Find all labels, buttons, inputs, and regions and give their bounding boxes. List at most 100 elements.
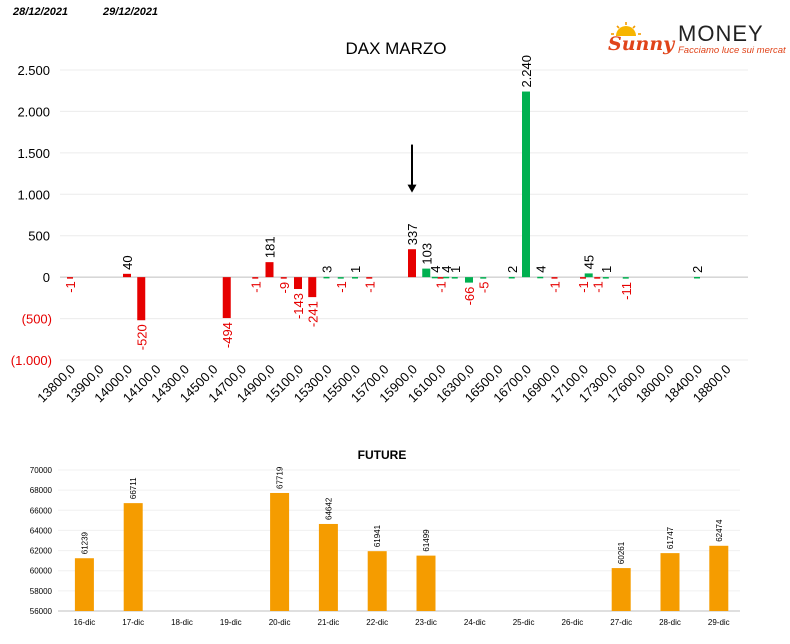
chart1-y-tick-label: 500: [28, 229, 50, 244]
chart2-x-tick-label: 29-dic: [708, 618, 730, 627]
chart1-data-label: -1: [548, 281, 563, 293]
chart1-data-label: -1: [362, 281, 377, 293]
chart1-data-label: 4: [533, 266, 548, 273]
chart1-data-label: -1: [576, 281, 591, 293]
chart1-bar: [366, 277, 373, 279]
chart1-bar: [294, 277, 302, 289]
chart1-data-label: -143: [291, 293, 306, 319]
chart1-data-label: -1: [590, 281, 605, 293]
chart1-bar: [580, 277, 586, 279]
chart2-bar: [416, 555, 436, 611]
chart2-x-tick-label: 21-dic: [318, 618, 340, 627]
chart1-data-label: -66: [462, 287, 477, 306]
chart2-bar: [709, 545, 729, 611]
chart1-bar: [451, 277, 458, 279]
chart2-data-label: 67719: [276, 466, 285, 489]
chart1-data-label: 103: [419, 243, 434, 265]
chart1-y-axis: 2.500 2.000 1.500 1.000 500 0 (500) (1.000): [11, 63, 52, 368]
chart1-bar: [594, 277, 601, 279]
logo-main: MONEY: [678, 21, 764, 46]
chart2-x-tick-label: 24-dic: [464, 618, 486, 627]
chart2-data-label: 64642: [324, 497, 333, 520]
chart2-y-tick-label: 62000: [30, 547, 53, 556]
chart1-data-label: 40: [120, 255, 135, 269]
chart1-bar: [323, 276, 330, 279]
chart1-bar: [137, 277, 146, 321]
chart1-data-label: 337: [405, 224, 420, 246]
chart2-bar: [270, 492, 290, 611]
chart1-bars: [67, 91, 700, 321]
chart1-bar: [408, 249, 416, 278]
chart1-bar: [422, 268, 431, 278]
chart2-y-tick-label: 56000: [30, 607, 53, 616]
chart1-bar: [602, 277, 609, 279]
chart1-data-label: -1: [63, 281, 78, 293]
logo-tagline: Facciamo luce sui mercati: [678, 45, 786, 56]
chart2-x-tick-label: 28-dic: [659, 618, 681, 627]
chart1-bar: [431, 276, 438, 279]
chart1-data-label: -9: [277, 282, 292, 294]
chart2-y-axis: 70000 68000 66000 64000 62000 60000 58000 56000: [30, 466, 53, 616]
chart2-x-tick-label: 19-dic: [220, 618, 242, 627]
chart1-data-label: 4: [439, 266, 454, 273]
chart1-y-tick-label: 1.500: [17, 146, 50, 161]
chart1-bar: [537, 276, 544, 279]
chart1-data-label: -1: [334, 281, 349, 293]
chart1-title: DAX MARZO: [345, 39, 446, 58]
chart1-bar: [584, 273, 593, 278]
chart2-bar: [123, 503, 143, 611]
sunny-money-logo: Sunny MONEY Facciamo luce sui mercati: [608, 21, 786, 56]
chart1-bar: [551, 277, 558, 279]
chart2-x-tick-label: 17-dic: [122, 618, 144, 627]
logo-script: Sunny: [608, 33, 676, 55]
chart1-gridlines: [60, 69, 748, 361]
chart2-data-label: 61941: [373, 524, 382, 547]
chart2-title: FUTURE: [358, 448, 407, 462]
chart2-data-label: 61499: [422, 529, 431, 552]
chart2-y-tick-label: 64000: [30, 526, 53, 535]
down-arrow-icon: [407, 144, 417, 193]
chart1-y-tick-label: 1.000: [17, 187, 50, 202]
chart1-data-label: -520: [134, 324, 149, 350]
chart1-data-label: 1: [348, 266, 363, 273]
chart2-bar: [660, 553, 680, 611]
chart1-bar: [265, 262, 274, 278]
chart1-bar: [337, 277, 344, 279]
chart1-y-tick-label: 0: [43, 270, 50, 285]
chart1-data-label: 181: [263, 236, 278, 258]
chart1-bar: [465, 277, 473, 283]
chart2-data-label: 66711: [129, 477, 138, 499]
chart2-x-tick-label: 23-dic: [415, 618, 437, 627]
chart1-y-tick-label: 2.500: [17, 63, 50, 78]
chart2-gridlines: [58, 469, 740, 612]
chart1-bar: [280, 277, 287, 279]
chart1-bar: [694, 276, 700, 279]
chart2-data-labels: 61239 66711 67719 64642 61941 61499 60261 61747…: [80, 466, 723, 564]
future-chart: FUTURE 70000 68000 66000 64000 62000 60000 580…: [30, 448, 740, 627]
chart2-x-tick-label: 26-dic: [562, 618, 584, 627]
chart2-bar: [74, 558, 94, 611]
chart1-data-label: 45: [582, 255, 597, 269]
chart2-y-tick-label: 60000: [30, 567, 53, 576]
chart1-bar: [352, 277, 358, 279]
date-left: 28/12/2021: [13, 6, 69, 18]
chart2-data-label: 61239: [80, 531, 89, 554]
chart1-bar: [508, 276, 515, 279]
chart2-data-label: 60261: [617, 541, 626, 564]
chart2-y-tick-label: 70000: [30, 466, 53, 475]
chart2-bar: [318, 523, 338, 611]
chart2-bar: [367, 551, 387, 611]
dax-marzo-chart: DAX MARZO 2.500 2.000 1.500 1.000 500 0 (500) (…: [11, 39, 748, 406]
chart1-data-label: -11: [619, 282, 634, 300]
chart2-x-tick-label: 25-dic: [513, 618, 535, 627]
chart1-data-label: -1: [248, 281, 263, 293]
chart2-x-tick-label: 22-dic: [366, 618, 388, 627]
chart1-data-label: -1: [434, 281, 449, 293]
chart1-bar: [622, 277, 629, 279]
chart1-x-axis: 13800,013900,014000,014100,014300,014500…: [34, 362, 733, 406]
chart1-data-label: 2: [505, 266, 520, 273]
chart1-y-tick-label: 2.000: [17, 104, 50, 119]
chart1-data-label: -5: [476, 282, 491, 294]
chart1-data-label: -494: [220, 322, 235, 348]
